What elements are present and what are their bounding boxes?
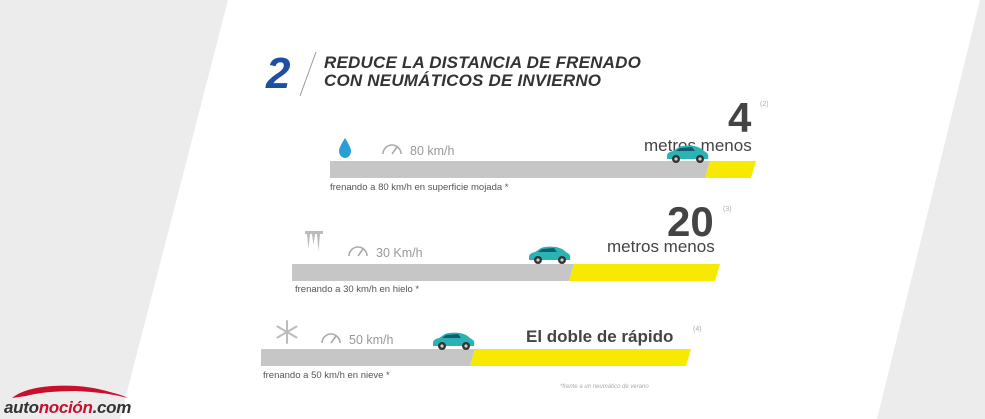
speed-label: 80 km/h bbox=[410, 144, 455, 158]
speedometer-icon bbox=[348, 246, 368, 257]
logo-text: autonoción.com bbox=[4, 398, 131, 418]
braking-bar-ice bbox=[292, 264, 720, 281]
headline-label: metros menos bbox=[607, 237, 715, 256]
row-caption: frenando a 80 km/h en superficie mojada … bbox=[330, 182, 509, 193]
title-line-1: REDUCE LA DISTANCIA DE FRENADO bbox=[324, 53, 642, 72]
headline-value: 4 bbox=[728, 94, 752, 141]
divider-slash bbox=[299, 51, 317, 97]
car-icon bbox=[667, 145, 709, 163]
car-icon bbox=[529, 246, 571, 264]
logo-part-com: .com bbox=[92, 398, 132, 417]
section-number: 2 bbox=[266, 49, 291, 98]
headline-label: El doble de rápido bbox=[526, 327, 674, 346]
water-drop-icon bbox=[339, 138, 351, 158]
speedometer-icon bbox=[382, 144, 402, 155]
footnote-ref: (4) bbox=[693, 326, 702, 333]
headline-value: 20 bbox=[667, 198, 714, 245]
headline-label: metros menos bbox=[644, 136, 752, 155]
snowflake-icon bbox=[276, 320, 298, 344]
speed-label: 30 Km/h bbox=[376, 246, 423, 260]
logo-part-auto: auto bbox=[4, 398, 39, 417]
footnote-ref: (2) bbox=[760, 101, 769, 108]
footnote-ref: (3) bbox=[723, 206, 732, 213]
footnote: *frente a un neumático de verano bbox=[560, 384, 649, 390]
braking-bar-wet bbox=[330, 161, 756, 178]
background-shape-left bbox=[0, 0, 228, 419]
braking-bar-snow bbox=[261, 349, 691, 366]
logo-part-nocion: noción bbox=[38, 398, 93, 417]
title-line-2: CON NEUMÁTICOS DE INVIERNO bbox=[324, 71, 602, 90]
car-icon bbox=[433, 332, 475, 350]
background-shape-right bbox=[877, 0, 985, 419]
page-title: REDUCE LA DISTANCIA DE FRENADO CON NEUMÁ… bbox=[324, 54, 641, 90]
autonocion-logo bbox=[12, 385, 128, 398]
icicles-icon bbox=[305, 231, 323, 251]
speedometer-icon bbox=[321, 333, 341, 344]
speed-label: 50 km/h bbox=[349, 333, 394, 347]
row-caption: frenando a 30 km/h en hielo * bbox=[295, 284, 420, 295]
row-caption: frenando a 50 km/h en nieve * bbox=[263, 370, 390, 381]
